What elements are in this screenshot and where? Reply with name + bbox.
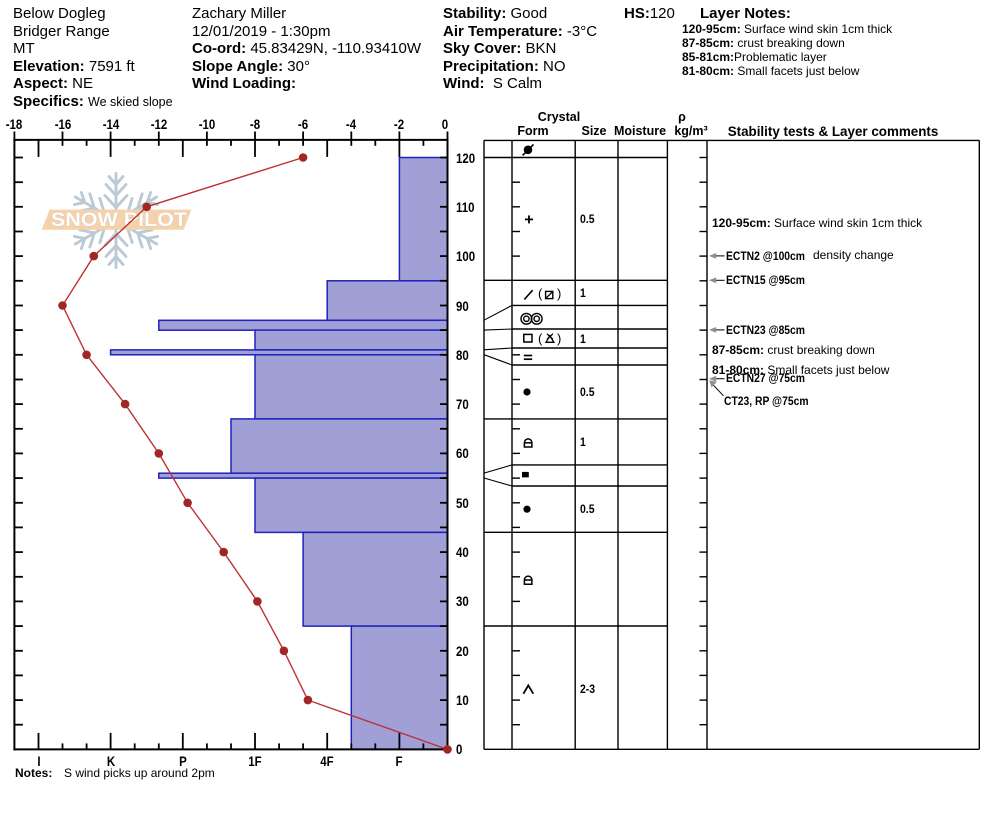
svg-text:SNOW PILOT: SNOW PILOT [51, 209, 187, 231]
